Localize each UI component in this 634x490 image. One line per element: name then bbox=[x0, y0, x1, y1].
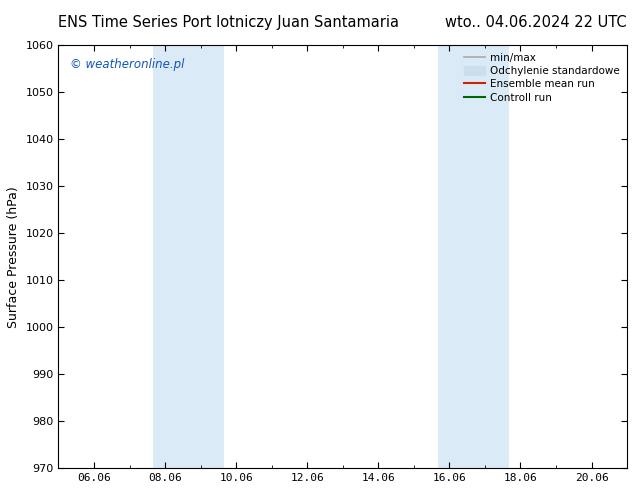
Text: ENS Time Series Port lotniczy Juan Santamaria: ENS Time Series Port lotniczy Juan Santa… bbox=[58, 15, 399, 30]
Y-axis label: Surface Pressure (hPa): Surface Pressure (hPa) bbox=[7, 186, 20, 328]
Bar bbox=[153, 45, 224, 468]
Text: wto.. 04.06.2024 22 UTC: wto.. 04.06.2024 22 UTC bbox=[446, 15, 627, 30]
Bar bbox=[437, 45, 508, 468]
Legend: min/max, Odchylenie standardowe, Ensemble mean run, Controll run: min/max, Odchylenie standardowe, Ensembl… bbox=[462, 50, 622, 105]
Text: © weatheronline.pl: © weatheronline.pl bbox=[70, 58, 184, 71]
